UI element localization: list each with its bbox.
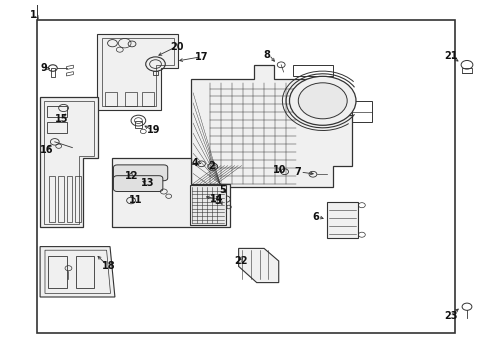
Text: 23: 23 xyxy=(443,311,457,321)
Bar xyxy=(351,101,371,122)
Bar xyxy=(326,202,358,238)
Text: 2: 2 xyxy=(207,161,214,171)
Polygon shape xyxy=(190,65,351,187)
Polygon shape xyxy=(40,247,115,297)
Bar xyxy=(105,92,117,106)
Text: 14: 14 xyxy=(210,194,224,204)
Text: 11: 11 xyxy=(128,195,142,205)
Bar xyxy=(189,185,226,225)
Text: 5: 5 xyxy=(219,185,225,195)
Text: 16: 16 xyxy=(40,145,54,156)
Text: 12: 12 xyxy=(124,171,138,181)
Bar xyxy=(124,92,137,106)
Text: 3: 3 xyxy=(214,195,221,206)
Bar xyxy=(48,256,66,288)
Text: 6: 6 xyxy=(311,212,318,222)
Bar xyxy=(47,106,66,117)
Bar xyxy=(461,68,471,73)
Bar xyxy=(37,20,454,333)
Text: 15: 15 xyxy=(55,114,68,124)
Bar xyxy=(66,176,72,222)
Bar xyxy=(142,92,154,106)
Polygon shape xyxy=(97,34,178,110)
Text: 22: 22 xyxy=(234,256,248,266)
Bar xyxy=(293,65,332,76)
Text: 20: 20 xyxy=(170,42,183,52)
Circle shape xyxy=(289,76,355,125)
Bar xyxy=(58,176,63,222)
Bar xyxy=(75,176,81,222)
Bar xyxy=(47,122,66,133)
Polygon shape xyxy=(40,97,98,227)
Text: 19: 19 xyxy=(146,125,160,135)
Text: 21: 21 xyxy=(443,51,457,61)
Text: 13: 13 xyxy=(141,178,154,188)
Text: 1: 1 xyxy=(30,10,37,20)
Text: 7: 7 xyxy=(294,167,301,177)
Circle shape xyxy=(298,83,346,119)
Text: 10: 10 xyxy=(272,165,286,175)
Bar xyxy=(51,68,55,77)
FancyBboxPatch shape xyxy=(113,165,167,181)
Text: 9: 9 xyxy=(40,63,47,73)
Text: 4: 4 xyxy=(191,158,198,168)
Bar xyxy=(76,256,94,288)
Text: 18: 18 xyxy=(102,261,115,271)
Polygon shape xyxy=(112,158,229,227)
Bar xyxy=(49,176,55,222)
Bar xyxy=(152,71,158,75)
Polygon shape xyxy=(238,248,278,283)
FancyBboxPatch shape xyxy=(113,176,163,192)
Text: 8: 8 xyxy=(263,50,269,60)
Bar xyxy=(135,121,142,128)
Text: 17: 17 xyxy=(194,52,208,62)
